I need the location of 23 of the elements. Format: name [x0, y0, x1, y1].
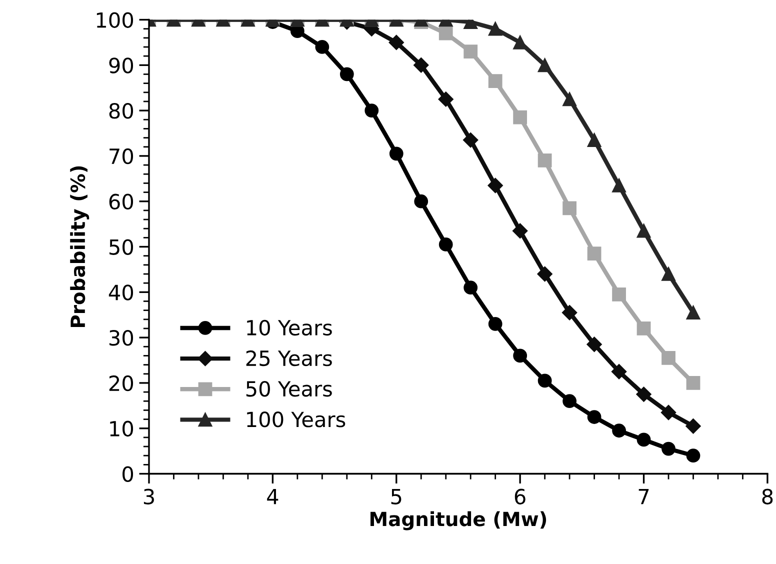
legend-label: 10 Years: [247, 320, 332, 336]
x-tick-label: 3: [144, 488, 154, 504]
x-axis-title: Magnitude (Mw): [370, 511, 546, 530]
y-tick-label: 0: [122, 466, 134, 482]
y-tick-label: 80: [109, 102, 134, 119]
y-tick-label: 30: [109, 330, 134, 346]
x-tick-label: 5: [391, 488, 402, 504]
x-tick-label: 6: [514, 488, 526, 504]
y-tick-label: 40: [108, 284, 134, 300]
legend-label: 25 Years: [246, 350, 332, 366]
legend-label: 50 Years: [246, 380, 332, 397]
legend-label: 100 Years: [247, 412, 346, 428]
y-tick-label: 50: [110, 239, 134, 255]
x-tick-label: 7: [638, 488, 649, 504]
x-tick-label: 8: [762, 488, 773, 504]
y-tick-label: 20: [109, 375, 134, 392]
y-tick-label: 70: [110, 148, 134, 164]
y-tick-label: 100: [96, 12, 134, 28]
y-tick-label: 60: [109, 194, 134, 210]
y-axis-title: Probability (%): [70, 166, 90, 328]
y-tick-label: 10: [110, 420, 134, 437]
x-tick-label: 4: [267, 488, 278, 504]
y-tick-label: 90: [109, 58, 134, 74]
